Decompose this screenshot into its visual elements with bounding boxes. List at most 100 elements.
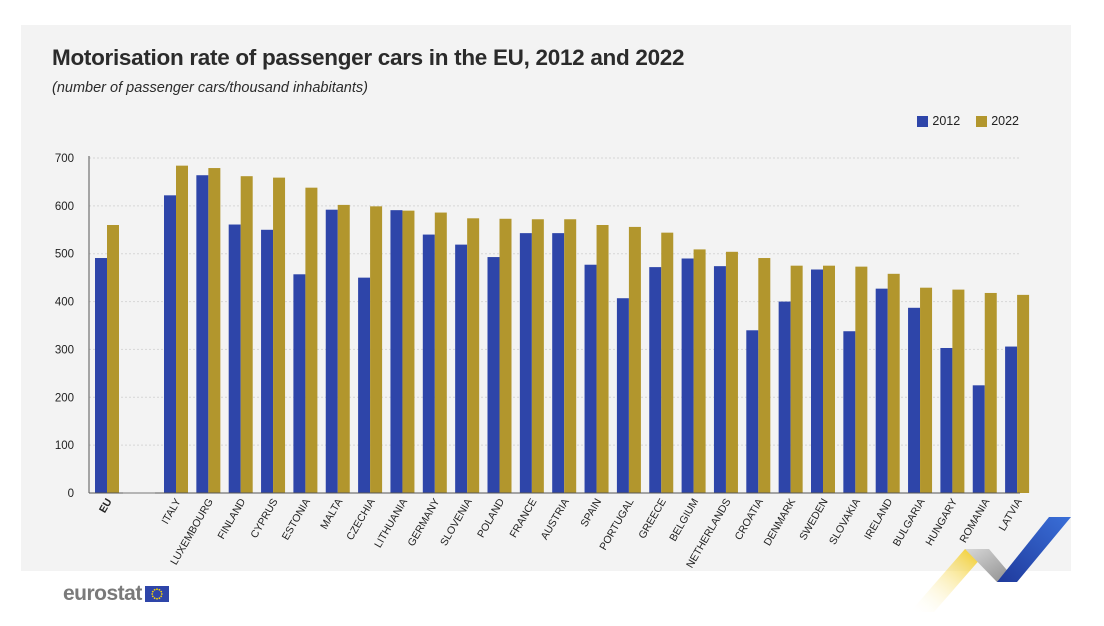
x-tick-label: FINLAND xyxy=(215,496,248,541)
x-tick-label: CZECHIA xyxy=(344,497,377,543)
y-tick-label: 700 xyxy=(55,153,74,165)
legend-swatch-2012 xyxy=(917,115,929,127)
bar-2022-germany xyxy=(434,212,447,494)
bar-2022-france xyxy=(531,219,544,493)
bar-2012-cyprus xyxy=(261,229,274,494)
logo-text: eurostat xyxy=(63,582,142,605)
x-tick-label: ESTONIA xyxy=(280,497,313,543)
bar-2022-malta xyxy=(337,204,350,493)
bar-2022-czechia xyxy=(370,206,383,494)
bar-2012-romania xyxy=(972,385,985,493)
y-tick-label: 300 xyxy=(55,344,74,356)
x-tick-label: PORTUGAL xyxy=(597,496,636,552)
bar-2012-lithuania xyxy=(390,210,403,493)
bar-2012-finland xyxy=(228,224,241,493)
y-tick-label: 400 xyxy=(55,297,74,309)
x-tick-label: SPAIN xyxy=(578,497,604,530)
y-tick-label: 600 xyxy=(55,201,74,213)
x-tick-label: ITALY xyxy=(159,497,183,527)
bar-2022-bulgaria xyxy=(920,287,933,493)
legend-item-2012: 2012 xyxy=(917,114,960,128)
bar-2022-italy xyxy=(176,165,188,493)
bar-2012-latvia xyxy=(1005,346,1018,493)
bar-2012-slovenia xyxy=(455,244,468,493)
x-tick-label: SLOVENIA xyxy=(438,497,475,548)
y-tick-label: 0 xyxy=(68,488,74,500)
x-tick-label: EU xyxy=(97,497,115,516)
x-tick-label: SWEDEN xyxy=(797,497,830,543)
bar-2022-finland xyxy=(240,176,253,493)
bar-2022-eu xyxy=(107,225,119,493)
x-tick-label: POLAND xyxy=(475,496,507,540)
x-tick-label: GREECE xyxy=(636,497,669,541)
x-tick-label: CYPRUS xyxy=(248,497,280,541)
x-tick-label: LITHUANIA xyxy=(372,497,410,550)
bar-2012-denmark xyxy=(778,301,791,493)
bar-2022-slovakia xyxy=(855,266,868,493)
x-tick-label: SLOVAKIA xyxy=(827,497,863,547)
bar-2022-lithuania xyxy=(402,210,415,493)
bar-2022-denmark xyxy=(790,265,803,493)
legend-item-2022: 2022 xyxy=(976,114,1019,128)
bar-2022-cyprus xyxy=(273,177,286,493)
y-tick-label: 100 xyxy=(55,440,74,452)
chart-subtitle: (number of passenger cars/thousand inhab… xyxy=(52,80,368,96)
bar-2012-sweden xyxy=(811,269,823,493)
bar-2012-eu xyxy=(95,258,107,493)
bar-2012-czechia xyxy=(358,277,371,493)
bar-2012-ireland xyxy=(875,288,888,493)
bar-2022-poland xyxy=(499,218,512,493)
bar-2012-belgium xyxy=(681,258,694,493)
bar-2022-luxembourg xyxy=(208,168,221,494)
bar-2022-romania xyxy=(984,292,997,493)
bar-2012-austria xyxy=(552,233,565,493)
bar-2022-austria xyxy=(564,219,577,493)
legend-label-2022: 2022 xyxy=(991,114,1019,128)
bar-2012-poland xyxy=(487,257,500,493)
bar-2022-latvia xyxy=(1017,294,1030,493)
x-tick-label: IRELAND xyxy=(862,496,895,542)
chart-title: Motorisation rate of passenger cars in t… xyxy=(52,45,685,70)
bar-2022-spain xyxy=(596,225,609,493)
bar-2022-ireland xyxy=(887,273,900,493)
bar-2012-hungary xyxy=(940,347,953,493)
bar-2012-spain xyxy=(584,264,597,493)
bar-2012-croatia xyxy=(746,330,759,493)
y-tick-label: 200 xyxy=(55,392,74,404)
x-tick-label: CROATIA xyxy=(733,497,766,543)
brand-chevron-icon xyxy=(910,517,1071,612)
bar-2012-slovakia xyxy=(843,331,856,493)
bar-2012-netherlands xyxy=(713,266,726,493)
bar-2022-netherlands xyxy=(725,251,738,493)
x-tick-label: AUSTRIA xyxy=(539,497,572,542)
bar-2022-portugal xyxy=(628,226,641,493)
bar-2022-sweden xyxy=(823,265,835,493)
x-tick-label: GERMANY xyxy=(405,497,442,549)
bar-2022-croatia xyxy=(758,258,771,493)
eu-flag-icon xyxy=(144,586,169,602)
bar-2012-estonia xyxy=(293,274,306,493)
bar-2012-portugal xyxy=(616,298,629,493)
bar-2012-germany xyxy=(422,234,435,494)
bar-2012-luxembourg xyxy=(196,175,209,493)
legend: 2012 2022 xyxy=(917,114,1019,128)
x-tick-label: DENMARK xyxy=(762,497,799,548)
bar-2022-hungary xyxy=(952,289,965,493)
x-tick-label: FRANCE xyxy=(507,497,539,540)
y-tick-label: 500 xyxy=(55,249,74,261)
bar-2022-slovenia xyxy=(467,218,480,494)
x-tick-label: BELGIUM xyxy=(667,497,701,544)
legend-swatch-2022 xyxy=(976,115,988,127)
x-tick-label: MALTA xyxy=(318,497,345,532)
bar-2022-estonia xyxy=(305,187,318,493)
bar-2022-greece xyxy=(661,232,674,493)
bar-2012-italy xyxy=(164,195,176,494)
bar-2012-bulgaria xyxy=(908,307,921,493)
bar-2012-france xyxy=(519,233,532,493)
eurostat-logo: eurostat xyxy=(63,582,169,606)
bar-2012-greece xyxy=(649,267,662,493)
bar-2012-malta xyxy=(325,209,338,493)
bar-2022-belgium xyxy=(693,249,706,493)
legend-label-2012: 2012 xyxy=(932,114,961,128)
